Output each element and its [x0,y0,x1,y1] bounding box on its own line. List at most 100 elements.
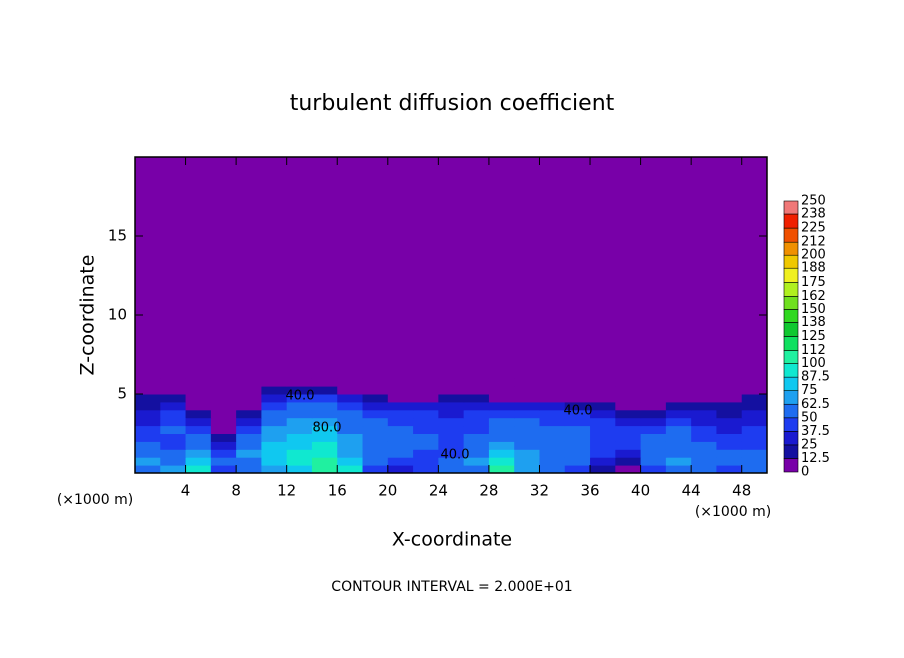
field-cell [514,449,540,458]
field-cell [236,425,262,434]
field-cell [438,449,465,458]
field-cell [311,465,338,474]
field-cell [438,409,465,419]
field-cell [286,449,313,458]
field-cell [236,394,262,403]
field-cell [236,441,262,450]
field-cell [691,417,717,427]
field-cell [311,417,338,427]
field-cell [135,401,161,411]
field-cell [590,441,616,450]
field-cell [716,417,743,427]
field-cell [539,433,566,442]
field-cell [261,378,288,387]
colorbar-label: 125 [801,329,826,344]
field-cell [665,417,692,427]
field-cell [337,401,364,411]
field-cell [311,449,338,458]
field-cell [590,394,616,403]
field-cell [438,386,465,395]
field-cell [362,378,389,387]
field-cell [590,409,616,419]
x-tick-label: 8 [231,482,241,500]
field-cell [488,465,515,474]
colorbar-label: 0 [801,465,809,480]
field-cell [691,457,717,466]
field-cell [286,425,313,434]
colorbar-label: 75 [801,383,818,398]
field-cell [615,433,642,442]
field-cell [716,394,743,403]
field-cell [539,449,566,458]
field-cell [741,449,768,458]
field-cell [236,457,262,466]
field-cell [691,441,717,450]
colorbar-band [783,254,799,269]
field-cell [615,417,642,427]
field-cell [337,457,364,466]
field-cell [185,386,212,395]
field-cell [716,378,743,387]
field-cell [488,449,515,458]
field-cell [691,433,717,442]
field-cell [539,401,566,411]
field-cell [615,409,642,419]
contour-label: 40.0 [564,404,593,419]
colorbar-label: 100 [801,356,826,371]
field-cell [261,409,288,419]
field-cell [286,433,313,442]
field-cell [590,457,616,466]
colorbar-label: 37.5 [801,424,830,439]
field-cell [311,409,338,419]
field-cell [716,433,743,442]
field-cell [362,449,389,458]
field-cell [539,417,566,427]
field-cell [387,417,414,427]
field-cell [286,441,313,450]
field-cell [362,441,389,450]
colorbar-label: 138 [801,315,826,330]
field-cell [236,386,262,395]
field-cell [413,441,439,450]
field-cell [286,386,313,395]
field-cell [413,394,439,403]
field-cell [564,465,591,474]
field-cell [716,386,743,395]
field-cell [261,417,288,427]
colorbar-band [783,390,799,405]
field-cell [236,378,262,387]
field-cell [665,457,692,466]
colorbar-band [783,350,799,364]
field-cell [564,394,591,403]
field-cell [514,433,540,442]
field-cell [185,465,212,474]
contour-label: 40.0 [441,448,470,463]
field-cell [691,465,717,474]
colorbar-label: 25 [801,437,818,452]
field-cell [337,425,364,434]
field-cell [311,433,338,442]
contour-label: 80.0 [313,421,342,436]
field-cell [691,394,717,403]
field-cell [564,449,591,458]
field-cell [438,394,465,403]
field-cell [286,465,313,474]
y-unit: (×1000 m) [57,492,133,508]
field-cell [236,433,262,442]
colorbar-band [783,336,799,351]
field-cell [564,425,591,434]
field-cell [514,378,540,387]
field-cell [413,386,439,395]
field-cell [236,409,262,419]
field-cell [691,378,717,387]
field-cell [438,465,465,474]
field-cell [387,465,414,474]
field-cell [236,449,262,458]
field-cell [438,378,465,387]
field-cell [387,378,414,387]
field-cell [463,378,490,387]
colorbar-label: 12.5 [801,451,830,466]
field-cell [438,425,465,434]
field-cell [640,449,667,458]
